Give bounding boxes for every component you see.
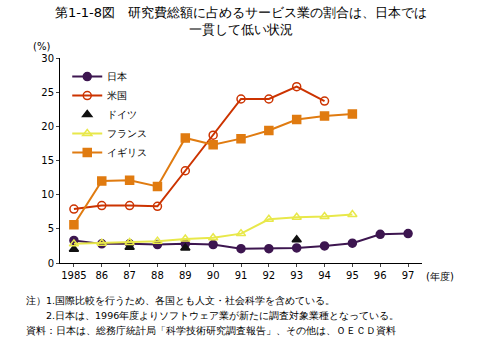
svg-text:91: 91 [235,270,248,281]
svg-text:ドイツ: ドイツ [107,109,137,120]
svg-text:5: 5 [48,223,54,234]
svg-text:88: 88 [151,270,164,281]
svg-text:第1-1-8図 研究費総額に占めるサービス業の割合は、日本で: 第1-1-8図 研究費総額に占めるサービス業の割合は、日本では一貫して低い状況 [55,5,427,37]
svg-text:93: 93 [290,270,303,281]
svg-text:米国: 米国 [107,90,127,101]
svg-text:15: 15 [41,155,54,166]
svg-text:89: 89 [179,270,192,281]
svg-text:30: 30 [41,53,54,64]
svg-text:95: 95 [346,270,359,281]
svg-text:イギリス: イギリス [107,147,147,158]
svg-text:日本: 日本 [107,71,127,82]
svg-text:(年度): (年度) [426,271,454,282]
svg-text:86: 86 [95,270,108,281]
svg-text:20: 20 [41,121,54,132]
svg-text:フランス: フランス [107,128,147,139]
svg-text:25: 25 [41,87,54,98]
svg-text:1985: 1985 [61,270,86,281]
svg-text:0: 0 [48,258,54,269]
svg-text:90: 90 [207,270,220,281]
svg-text:97: 97 [402,270,415,281]
svg-text:2.日本は、1996年度よりソフトウェア業が新たに調査対象業: 2.日本は、1996年度よりソフトウェア業が新たに調査対象業種となっている。 [26,310,399,321]
svg-text:10: 10 [41,189,54,200]
svg-text:資料：日本は、総務庁統計局「科学技術研究調査報告」、その他は: 資料：日本は、総務庁統計局「科学技術研究調査報告」、その他は、ＯＥＣＤ資料 [26,325,396,336]
svg-text:96: 96 [374,270,387,281]
svg-text:87: 87 [123,270,136,281]
svg-text:92: 92 [262,270,275,281]
svg-text:94: 94 [318,270,331,281]
svg-text:(%): (%) [33,41,50,52]
svg-text:注）1.国際比較を行うため、各国とも人文・社会科学を含めてい: 注）1.国際比較を行うため、各国とも人文・社会科学を含めている。 [26,295,335,306]
